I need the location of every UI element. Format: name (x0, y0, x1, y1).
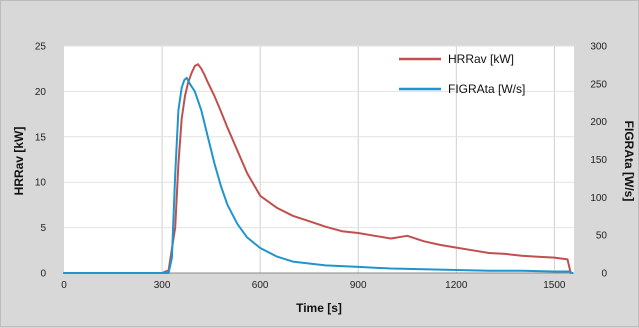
plot-area (64, 46, 574, 273)
y-left-tick-label: 15 (35, 132, 47, 143)
legend: HRRav [kW] FIGRAta [W/s] (399, 52, 525, 96)
y-right-tick-labels: 0 50 100 150 200 250 300 (590, 42, 607, 280)
y-right-axis-label: FIGRAta [W/s] (622, 121, 636, 202)
y-left-tick-label: 10 (35, 178, 47, 189)
y-right-tick-label: 50 (596, 231, 608, 242)
y-right-tick-label: 250 (590, 79, 607, 90)
y-right-tick-label: 100 (590, 193, 607, 204)
series-lines (63, 63, 574, 274)
x-tick-label: 300 (154, 280, 171, 291)
series-line-hrrav (63, 63, 572, 274)
x-axis-label: Time [s] (296, 301, 342, 315)
y-left-axis-label: HRRav [kW] (12, 127, 26, 196)
legend-label-hrr: HRRav [kW] (448, 52, 514, 66)
x-tick-label: 900 (350, 280, 367, 291)
x-tick-labels: 0 300 600 900 1200 1500 (61, 280, 566, 291)
y-left-tick-label: 0 (40, 269, 46, 280)
series-line-figrata (63, 76, 574, 274)
y-left-tick-label: 25 (35, 42, 47, 53)
y-left-tick-label: 20 (35, 87, 47, 98)
y-gridlines (64, 45, 574, 229)
y-right-tick-label: 300 (590, 42, 607, 53)
y-right-tick-label: 150 (590, 155, 607, 166)
x-tick-label: 1200 (445, 280, 468, 291)
y-right-tick-label: 0 (601, 269, 607, 280)
legend-label-figra: FIGRAta [W/s] (448, 82, 525, 96)
x-tick-label: 1500 (543, 280, 566, 291)
x-gridlines (161, 46, 555, 273)
y-left-tick-labels: 0 5 10 15 20 25 (35, 42, 47, 280)
x-tick-label: 0 (61, 280, 67, 291)
y-left-tick-label: 5 (40, 223, 46, 234)
x-tick-label: 600 (252, 280, 269, 291)
y-right-tick-label: 200 (590, 117, 607, 128)
